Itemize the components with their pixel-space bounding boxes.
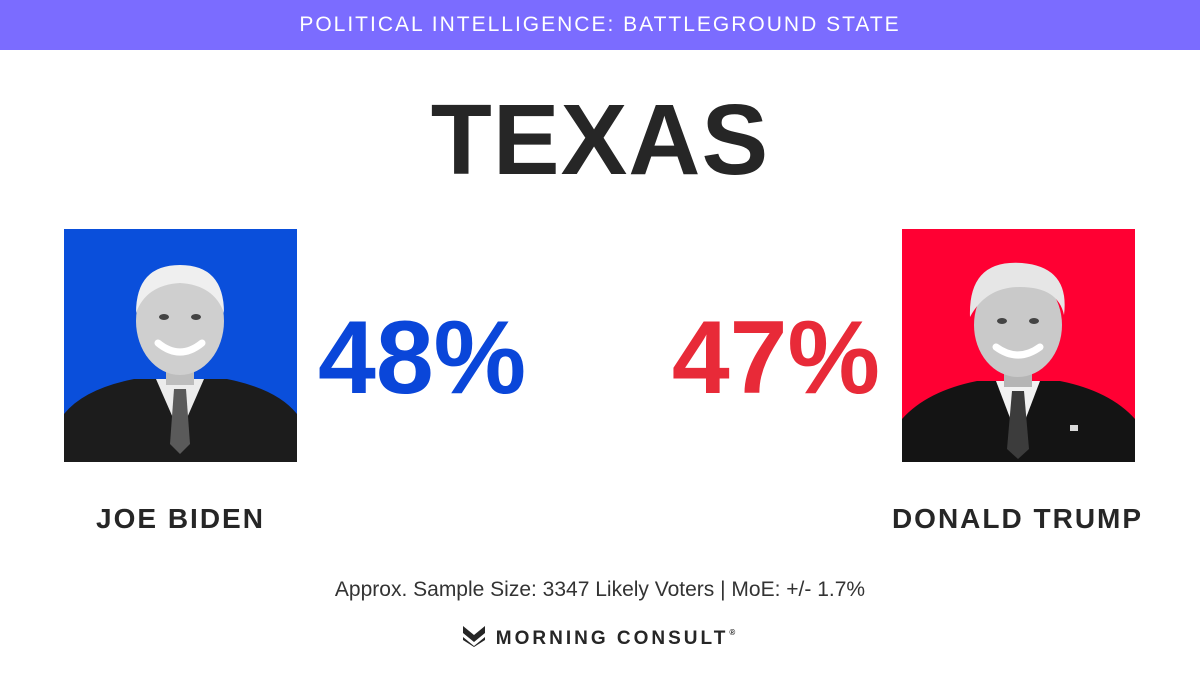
header-banner: POLITICAL INTELLIGENCE: BATTLEGROUND STA… [0, 0, 1200, 50]
trump-photo [902, 229, 1135, 462]
banner-title: POLITICAL INTELLIGENCE: BATTLEGROUND STA… [299, 13, 901, 36]
biden-percent: 48% [318, 300, 527, 416]
trump-name: DONALD TRUMP [891, 503, 1144, 534]
biden-photo [64, 229, 297, 462]
biden-name: JOE BIDEN [96, 503, 265, 534]
trump-percent: 47% [671, 300, 880, 416]
morning-consult-logo-icon [462, 625, 486, 652]
brand-name: MORNING CONSULT® [496, 628, 738, 650]
brand-footer: MORNING CONSULT® [0, 625, 1200, 652]
sample-size-note: Approx. Sample Size: 3347 Likely Voters … [334, 578, 866, 601]
brand-name-text: MORNING CONSULT [495, 627, 729, 649]
registered-mark: ® [729, 627, 739, 637]
state-title: TEXAS [430, 84, 770, 196]
